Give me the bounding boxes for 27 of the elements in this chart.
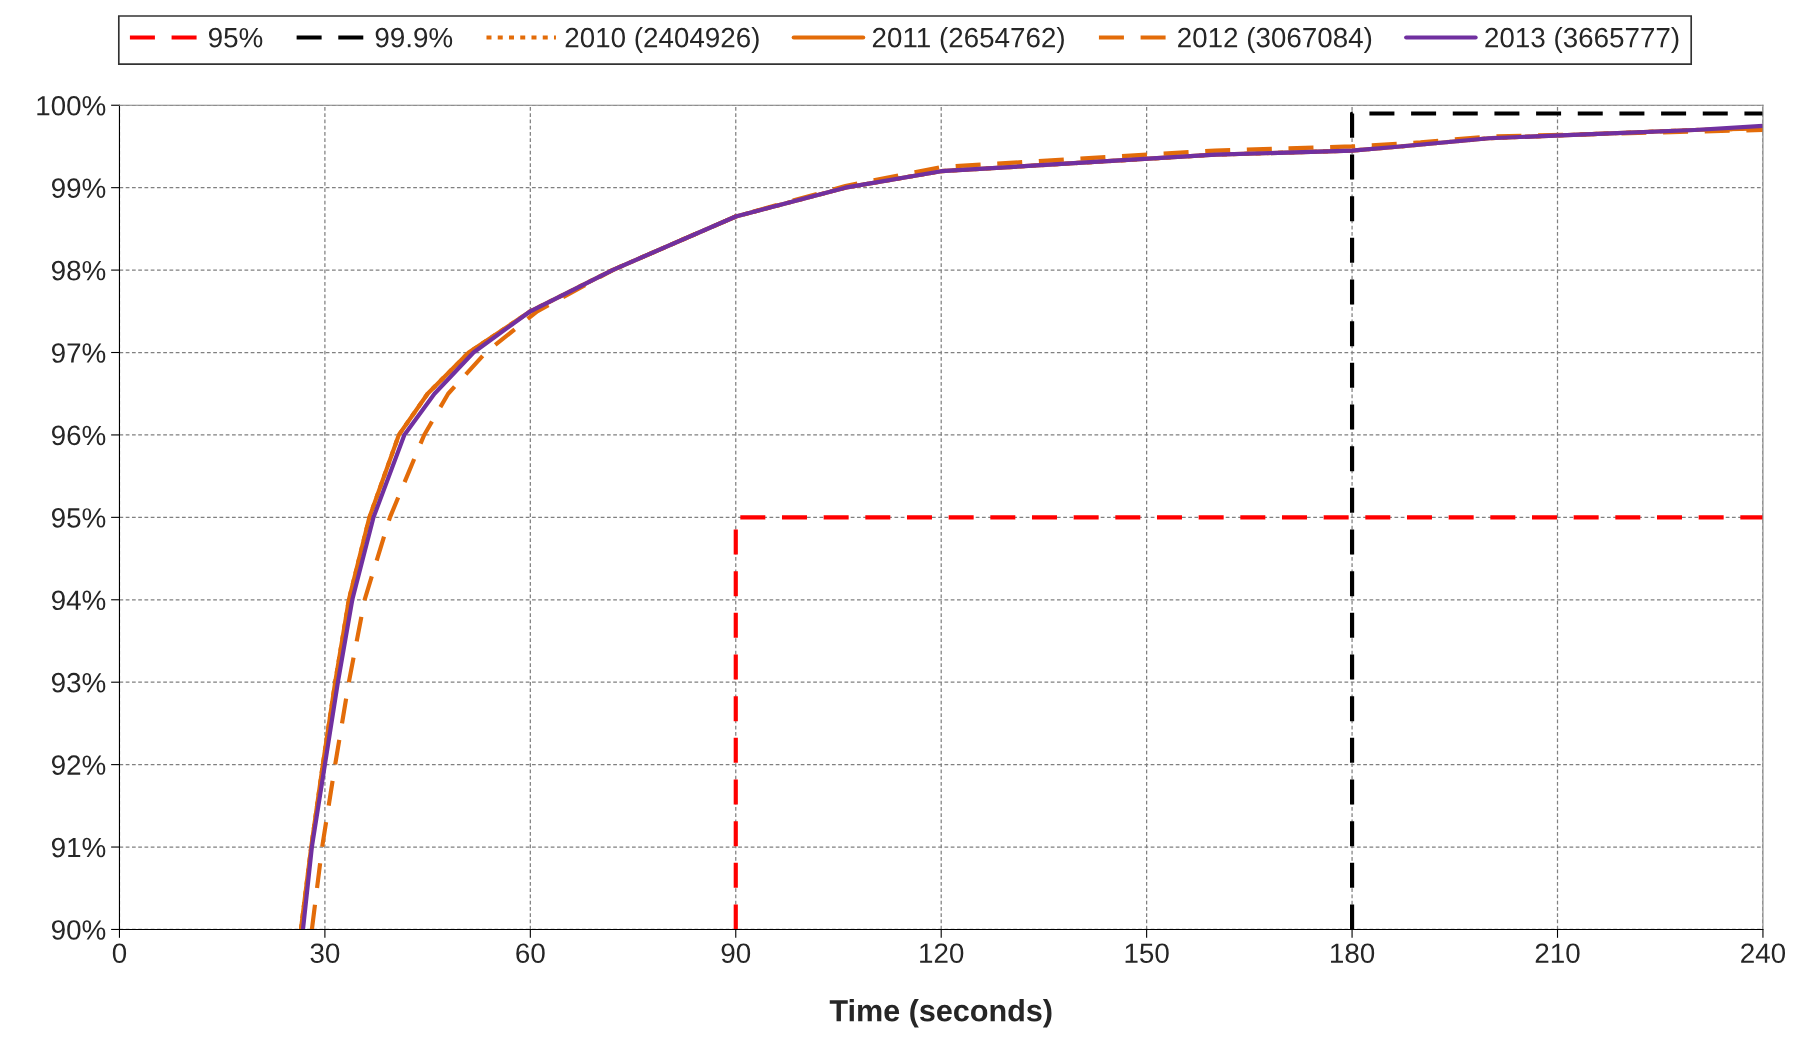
y-tick-label: 97% xyxy=(51,343,106,363)
x-axis-title: Time (seconds) xyxy=(829,999,1052,1028)
legend-label: 2011 (2654762) xyxy=(872,27,1064,53)
x-tick-label: 150 xyxy=(1125,943,1169,964)
x-tick-label: 30 xyxy=(310,943,340,964)
y-tick-label: 96% xyxy=(51,425,106,446)
x-tick-label: 180 xyxy=(1331,943,1375,964)
y-tick-label: 100% xyxy=(37,95,106,116)
legend-label: 95% xyxy=(209,27,263,48)
y-tick-label: 90% xyxy=(51,920,106,940)
x-tick-label: 0 xyxy=(112,943,127,964)
x-tick-label: 120 xyxy=(920,943,964,964)
y-tick-label: 98% xyxy=(51,260,106,281)
x-tick-label: 210 xyxy=(1535,943,1580,964)
y-tick-label: 92% xyxy=(51,755,106,775)
x-tick-label: 60 xyxy=(516,943,545,964)
x-tick-label: 90 xyxy=(721,943,751,964)
legend-label: 2013 (3665777) xyxy=(1485,27,1679,53)
y-tick-label: 93% xyxy=(51,672,106,693)
y-tick-label: 94% xyxy=(51,590,106,611)
y-tick-label: 99% xyxy=(51,178,106,198)
x-tick-label: 240 xyxy=(1741,943,1786,964)
y-tick-label: 91% xyxy=(51,837,106,858)
legend-label: 99.9% xyxy=(375,27,453,48)
legend-label: 2012 (3067084) xyxy=(1178,27,1372,53)
legend-label: 2010 (2404926) xyxy=(565,27,759,53)
y-tick-label: 95% xyxy=(51,508,106,528)
